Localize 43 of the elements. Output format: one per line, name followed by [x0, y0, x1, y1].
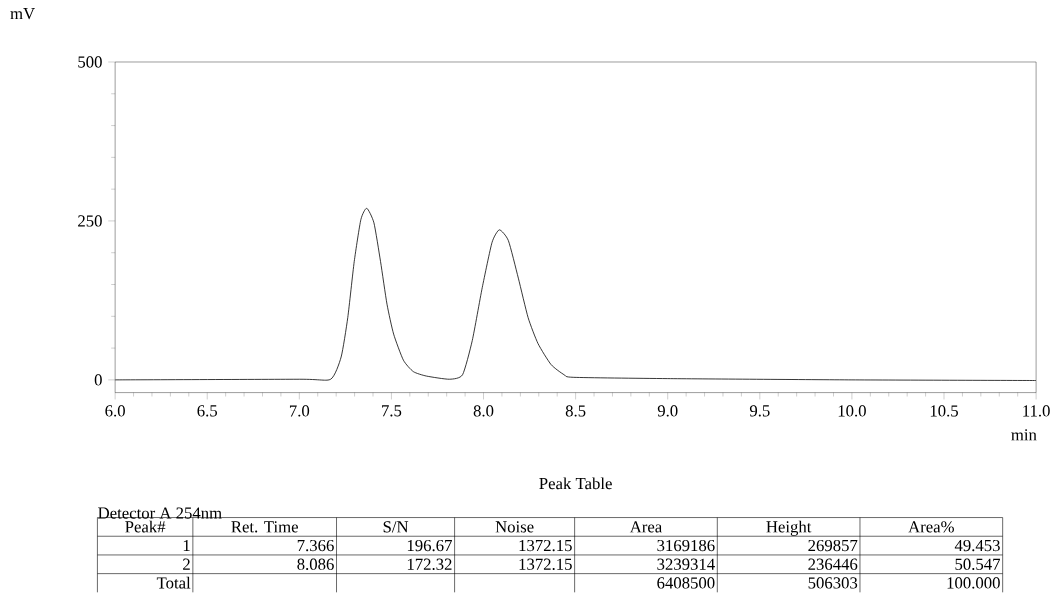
x-tick-label: 8.5 [565, 405, 586, 417]
text: Noise [495, 521, 534, 533]
text: Area [629, 521, 662, 533]
x-tick-label: 9.5 [749, 405, 770, 417]
text: 172.32 [407, 558, 452, 570]
text: 1 [183, 539, 190, 551]
text: 236446 [808, 558, 858, 570]
text: 6408500 [657, 577, 715, 589]
text: 3169186 [657, 539, 715, 552]
x-axis-title: min [1011, 429, 1037, 441]
x-tick-label: 8.0 [473, 405, 494, 417]
text: 50.547 [955, 558, 1001, 570]
y-axis-title: mV [10, 8, 35, 20]
x-tick-label: 9.0 [657, 405, 678, 417]
text: 7.366 [297, 539, 334, 552]
x-tick-label: 10.0 [838, 405, 866, 417]
text: Height [766, 520, 812, 536]
text: 196.67 [407, 539, 452, 552]
text: 1372.15 [519, 539, 572, 552]
x-tick-label: 11.0 [1023, 405, 1050, 417]
y-tick-label: 500 [78, 56, 102, 68]
x-tick-label: 7.0 [289, 405, 310, 417]
y-tick-label: 250 [78, 215, 102, 227]
text: Total [156, 576, 191, 589]
text: 2 [183, 558, 190, 570]
text: S/N [383, 521, 409, 533]
x-tick-label: 10.5 [930, 405, 958, 417]
text: Detector A 254nm [98, 507, 222, 519]
x-tick-label: 6.5 [197, 405, 218, 417]
x-tick-label: 6.0 [105, 405, 125, 417]
text: 8.086 [297, 558, 334, 570]
text: 100.000 [947, 577, 1000, 589]
text: 49.453 [954, 539, 1000, 552]
text: Area% [908, 521, 954, 533]
y-tick-label: 0 [94, 374, 102, 386]
text: 1372.15 [519, 558, 572, 570]
text: Peak# [125, 520, 166, 533]
text: Ret. Time [231, 521, 298, 533]
text: Peak Table [539, 477, 612, 490]
text: 269857 [808, 539, 858, 552]
text: 3239314 [657, 558, 715, 570]
x-tick-label: 7.5 [382, 405, 402, 417]
text: 506303 [808, 577, 858, 589]
